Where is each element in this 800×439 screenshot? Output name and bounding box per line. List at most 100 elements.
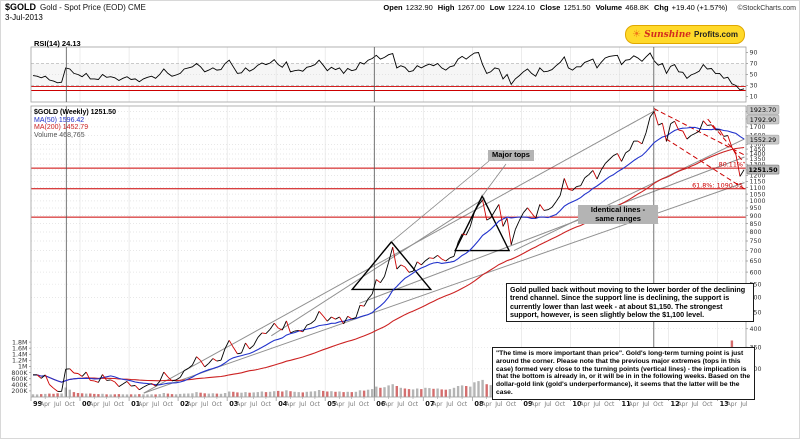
svg-text:550: 550 xyxy=(750,281,762,288)
sunshine-profits-logo: ☀ Sunshine Profits.com xyxy=(625,25,745,44)
chart-title: Gold - Spot Price (EOD) CME xyxy=(40,3,146,12)
legend-series: $GOLD (Weekly) 1251.50 xyxy=(34,109,116,116)
stockcharts-credit: ©StockCharts.com xyxy=(737,5,796,12)
svg-text:10: 10 xyxy=(750,94,758,101)
ticker-symbol: $GOLD xyxy=(5,2,37,12)
quote-change: Chg +19.40 (+1.57%) xyxy=(653,3,728,12)
fibonacci-labels: 80.11% 61.8%: 1090.35 xyxy=(692,161,743,190)
svg-text:850: 850 xyxy=(750,221,762,228)
svg-text:61.8%: 1090.35: 61.8%: 1090.35 xyxy=(692,181,743,189)
svg-text:Apr: Apr xyxy=(629,402,640,408)
svg-text:950: 950 xyxy=(750,205,762,212)
svg-text:09: 09 xyxy=(523,400,533,408)
svg-text:Oct: Oct xyxy=(163,402,174,408)
svg-text:Apr: Apr xyxy=(89,402,100,408)
quote-open: Open 1232.90 xyxy=(383,3,433,12)
svg-text:Jul: Jul xyxy=(53,402,61,408)
svg-text:300: 300 xyxy=(750,366,762,373)
svg-text:Oct: Oct xyxy=(310,402,321,408)
brand-name: Sunshine xyxy=(644,29,691,40)
legend-ma50: MA(50) 1596.42 xyxy=(34,116,85,124)
svg-text:00: 00 xyxy=(82,400,92,408)
svg-text:Jul: Jul xyxy=(592,402,600,408)
svg-text:Apr: Apr xyxy=(678,402,689,408)
svg-text:Oct: Oct xyxy=(114,402,125,408)
svg-text:Oct: Oct xyxy=(408,402,419,408)
svg-text:Apr: Apr xyxy=(40,402,51,408)
svg-text:06: 06 xyxy=(376,400,386,408)
quote-close: Close 1251.50 xyxy=(539,3,591,12)
svg-text:Apr: Apr xyxy=(334,402,345,408)
svg-text:1450: 1450 xyxy=(750,146,766,153)
svg-text:80.11%: 80.11% xyxy=(719,161,743,169)
svg-text:Jul: Jul xyxy=(298,402,306,408)
svg-text:Apr: Apr xyxy=(285,402,296,408)
quote-date: 3-Jul-2013 xyxy=(5,13,43,22)
svg-text:13: 13 xyxy=(720,400,730,408)
svg-text:Jul: Jul xyxy=(690,402,698,408)
svg-text:800: 800 xyxy=(750,229,762,236)
brand-domain: Profits.com xyxy=(693,30,738,39)
svg-text:Apr: Apr xyxy=(187,402,198,408)
svg-text:600K: 600K xyxy=(11,376,28,383)
svg-text:12: 12 xyxy=(671,400,681,408)
svg-text:1M: 1M xyxy=(18,364,27,371)
svg-text:Oct: Oct xyxy=(555,402,566,408)
svg-text:1923.70: 1923.70 xyxy=(750,106,776,114)
commentary-box-support: Gold pulled back without moving to the l… xyxy=(506,283,754,323)
svg-text:Jul: Jul xyxy=(396,402,404,408)
svg-text:Apr: Apr xyxy=(236,402,247,408)
quote-high: High 1267.00 xyxy=(437,3,485,12)
svg-text:05: 05 xyxy=(327,400,337,408)
svg-text:90: 90 xyxy=(750,50,758,57)
ma200-line xyxy=(33,146,745,383)
svg-text:08: 08 xyxy=(474,400,484,408)
svg-text:99: 99 xyxy=(33,400,43,408)
svg-text:1150: 1150 xyxy=(750,179,766,186)
price-axis: 300 350 400 450 500 550 600 650 700 750 8008509009… xyxy=(746,109,766,373)
svg-text:400: 400 xyxy=(750,326,762,333)
legend-ma200: MA(200) 1452.79 xyxy=(34,124,89,132)
svg-text:Oct: Oct xyxy=(359,402,370,408)
svg-text:650: 650 xyxy=(750,258,762,265)
svg-text:11: 11 xyxy=(622,400,632,408)
svg-text:Oct: Oct xyxy=(604,402,615,408)
quote-strip: Open 1232.90 High 1267.00 Low 1224.10 Cl… xyxy=(383,3,727,12)
price-flags: 1923.70 1792.90 1552.29 1251.50 xyxy=(746,104,780,175)
svg-text:10: 10 xyxy=(572,400,582,408)
svg-text:1500: 1500 xyxy=(750,142,766,149)
current-price-flag xyxy=(746,164,780,175)
svg-text:Jul: Jul xyxy=(739,402,747,408)
svg-text:1000: 1000 xyxy=(750,198,766,205)
price-panel-legend: $GOLD (Weekly) 1251.50 MA(50) 1596.42 MA… xyxy=(34,109,116,139)
svg-text:1251.50: 1251.50 xyxy=(748,166,778,174)
svg-text:1.6M: 1.6M xyxy=(12,345,27,352)
identical-lines-label: Identical lines - same ranges xyxy=(578,205,658,224)
svg-text:Oct: Oct xyxy=(702,402,713,408)
svg-text:1200: 1200 xyxy=(750,173,766,180)
svg-text:Oct: Oct xyxy=(212,402,223,408)
commentary-box-turning-point: "The time is more important than price".… xyxy=(492,347,755,400)
svg-text:Jul: Jul xyxy=(445,402,453,408)
svg-text:Jul: Jul xyxy=(494,402,502,408)
svg-text:Jul: Jul xyxy=(641,402,649,408)
rsi-line xyxy=(32,52,745,91)
svg-text:07: 07 xyxy=(425,400,435,408)
svg-text:900: 900 xyxy=(750,213,762,220)
svg-text:450: 450 xyxy=(750,309,762,316)
rsi-panel: 90 70 50 30 10 xyxy=(30,46,758,103)
svg-text:1700: 1700 xyxy=(750,124,766,131)
legend-volume: Volume 468,765 xyxy=(34,131,85,139)
svg-text:Oct: Oct xyxy=(457,402,468,408)
svg-text:Apr: Apr xyxy=(383,402,394,408)
svg-text:02: 02 xyxy=(180,400,190,408)
chart-header: $GOLD Gold - Spot Price (EOD) CME Open 1… xyxy=(5,2,796,12)
svg-text:700: 700 xyxy=(750,248,762,255)
rsi-indicator-label: RSI(14) 24.13 xyxy=(34,39,81,48)
svg-text:Jul: Jul xyxy=(249,402,257,408)
svg-text:Jul: Jul xyxy=(543,402,551,408)
declining-trend-channel-lines xyxy=(653,108,745,190)
svg-text:Apr: Apr xyxy=(530,402,541,408)
quote-volume: Volume 468.8K xyxy=(595,3,649,12)
